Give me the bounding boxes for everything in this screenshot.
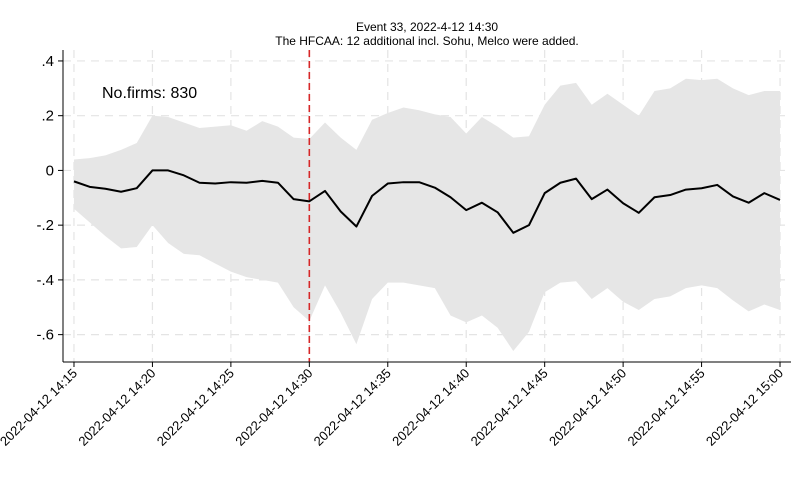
y-axis-ticks: .4 .2 0 -.2 -.4 -.6 [36,53,63,344]
y-tick-label-5: -.6 [36,327,54,344]
x-tick-label-1: 2022-04-12 14:20 [75,366,158,449]
x-tick-label-9: 2022-04-12 15:00 [703,366,786,449]
confidence-band-area [73,78,781,352]
axes [62,50,791,363]
chart-title: Event 33, 2022-4-12 14:30 [356,20,498,34]
x-tick-label-7: 2022-04-12 14:50 [546,366,629,449]
x-tick-label-8: 2022-04-12 14:55 [624,366,707,449]
estimate-series [73,169,781,234]
x-tick-label-4: 2022-04-12 14:35 [311,366,394,449]
no-firms-annotation: No.firms: 830 [102,85,197,102]
y-tick-label-3: -.2 [36,217,54,234]
chart-subtitle: The HFCAA: 12 additional incl. Sohu, Mel… [275,34,579,48]
x-tick-label-2: 2022-04-12 14:25 [154,366,237,449]
y-tick-label-2: 0 [46,162,54,179]
x-tick-label-3: 2022-04-12 14:30 [232,366,315,449]
y-tick-label-4: -.4 [36,272,54,289]
y-tick-label-1: .2 [41,108,54,125]
x-tick-label-6: 2022-04-12 14:45 [468,366,551,449]
estimate-line [73,169,781,234]
confidence-band [73,78,781,352]
y-tick-label-0: .4 [41,53,54,70]
x-tick-label-0: 2022-04-12 14:15 [0,366,80,449]
x-tick-label-5: 2022-04-12 14:40 [389,366,472,449]
